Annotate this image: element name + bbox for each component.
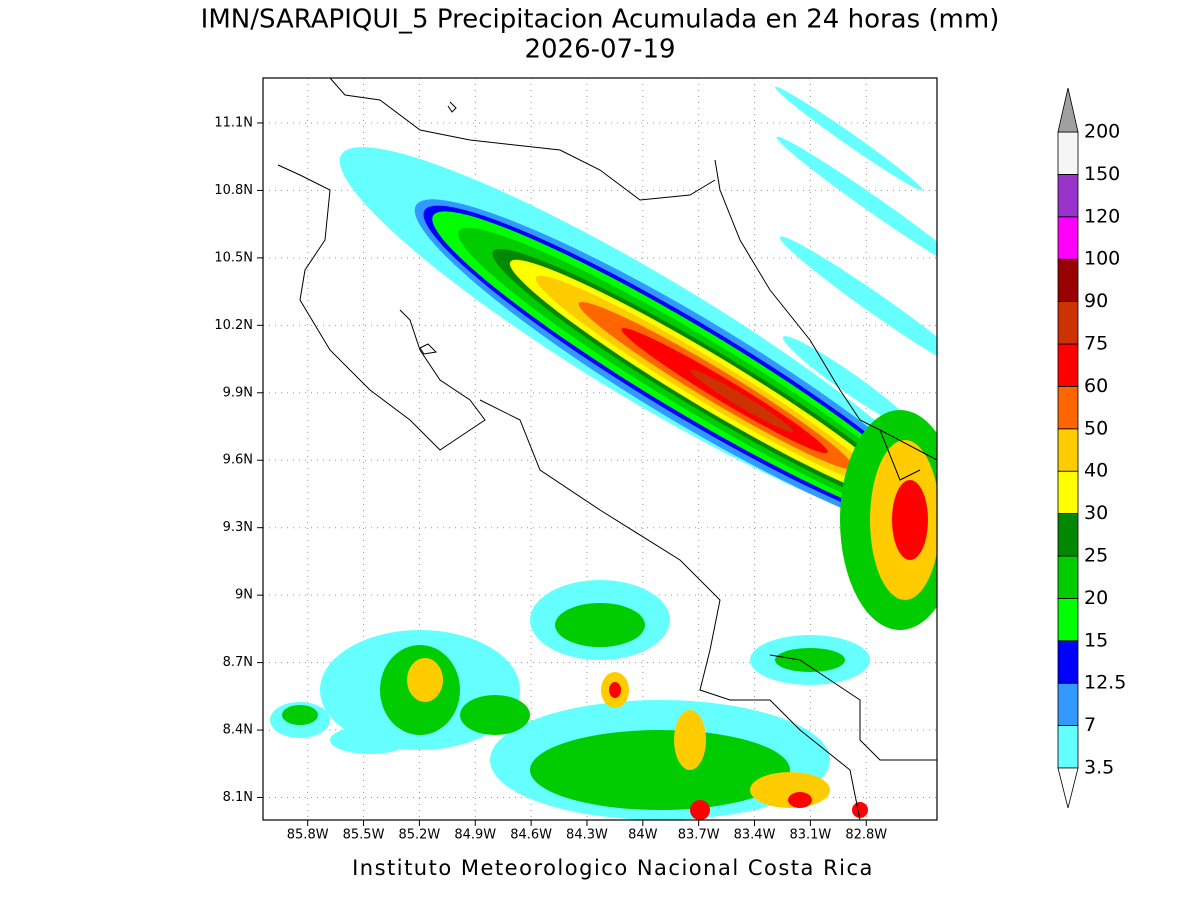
x-tick-label: 83.1W (789, 828, 831, 843)
map-frame (262, 77, 938, 821)
colorbar-cell (1057, 301, 1079, 345)
colorbar-label: 150 (1084, 163, 1120, 185)
y-tick-label: 9.6N (223, 453, 253, 468)
footer: Instituto Meteorologico Nacional Costa R… (352, 856, 874, 880)
colorbar-cell (1057, 173, 1079, 218)
x-tick-label: 84.9W (454, 828, 496, 843)
y-tick-label: 9.3N (223, 520, 253, 535)
x-tick-label: 82.8W (845, 828, 887, 843)
colorbar-label: 75 (1084, 333, 1108, 355)
colorbar-cell (1057, 640, 1079, 684)
colorbar-cell (1057, 470, 1079, 515)
colorbar-cell (1057, 725, 1079, 769)
y-tick-label: 10.8N (214, 183, 253, 198)
colorbar: 3.5 7 12.5 15 20 25 30 40 50 60 75 90 100 120 150 200 (1057, 87, 1126, 809)
x-tick-label: 85.5W (343, 828, 385, 843)
colorbar-label: 200 (1084, 121, 1120, 143)
colorbar-label: 3.5 (1084, 757, 1114, 779)
colorbar-over (1057, 87, 1079, 133)
colorbar-cell (1057, 555, 1079, 599)
x-tick-label: 85.8W (287, 828, 329, 843)
y-tick-label: 8.1N (223, 790, 253, 805)
colorbar-cell (1057, 513, 1079, 557)
colorbar-cell (1057, 385, 1079, 430)
colorbar-label: 15 (1084, 629, 1108, 651)
colorbar-cell (1057, 682, 1079, 727)
x-tick-label: 84.3W (566, 828, 608, 843)
y-tick-label: 10.5N (214, 250, 253, 265)
y-tick-label: 9N (235, 588, 253, 603)
colorbar-cell (1057, 343, 1079, 387)
y-tick-label: 8.7N (223, 655, 253, 670)
precipitation (270, 78, 937, 820)
colorbar-label: 120 (1084, 205, 1120, 227)
y-tick-label: 9.9N (223, 385, 253, 400)
colorbar-label: 40 (1084, 460, 1108, 482)
colorbar-label: 7 (1084, 714, 1096, 736)
x-tick-label: 84.6W (510, 828, 552, 843)
colorbar-label: 30 (1084, 502, 1108, 524)
colorbar-label: 12.5 (1084, 672, 1126, 694)
x-tick-label: 83.7W (678, 828, 720, 843)
x-tick-label: 84W (628, 828, 658, 843)
x-tick-label: 83.4W (734, 828, 776, 843)
colorbar-label: 60 (1084, 375, 1108, 397)
title: IMN/SARAPIQUI_5 Precipitacion Acumulada … (201, 5, 1000, 35)
y-tick-label: 8.4N (223, 723, 253, 738)
colorbar-cell (1057, 428, 1079, 472)
x-tick-label: 85.2W (398, 828, 440, 843)
colorbar-label: 90 (1084, 290, 1108, 312)
colorbar-cell (1057, 258, 1079, 303)
colorbar-cell (1057, 131, 1079, 175)
colorbar-under (1057, 767, 1079, 809)
colorbar-label: 100 (1084, 248, 1120, 270)
colorbar-label: 20 (1084, 587, 1108, 609)
colorbar-cell (1057, 216, 1079, 260)
subtitle: 2026-07-19 (524, 35, 675, 65)
y-tick-label: 11.1N (214, 115, 253, 130)
colorbar-label: 50 (1084, 417, 1108, 439)
colorbar-cell (1057, 598, 1079, 642)
y-tick-label: 10.2N (214, 318, 253, 333)
colorbar-label: 25 (1084, 545, 1108, 567)
